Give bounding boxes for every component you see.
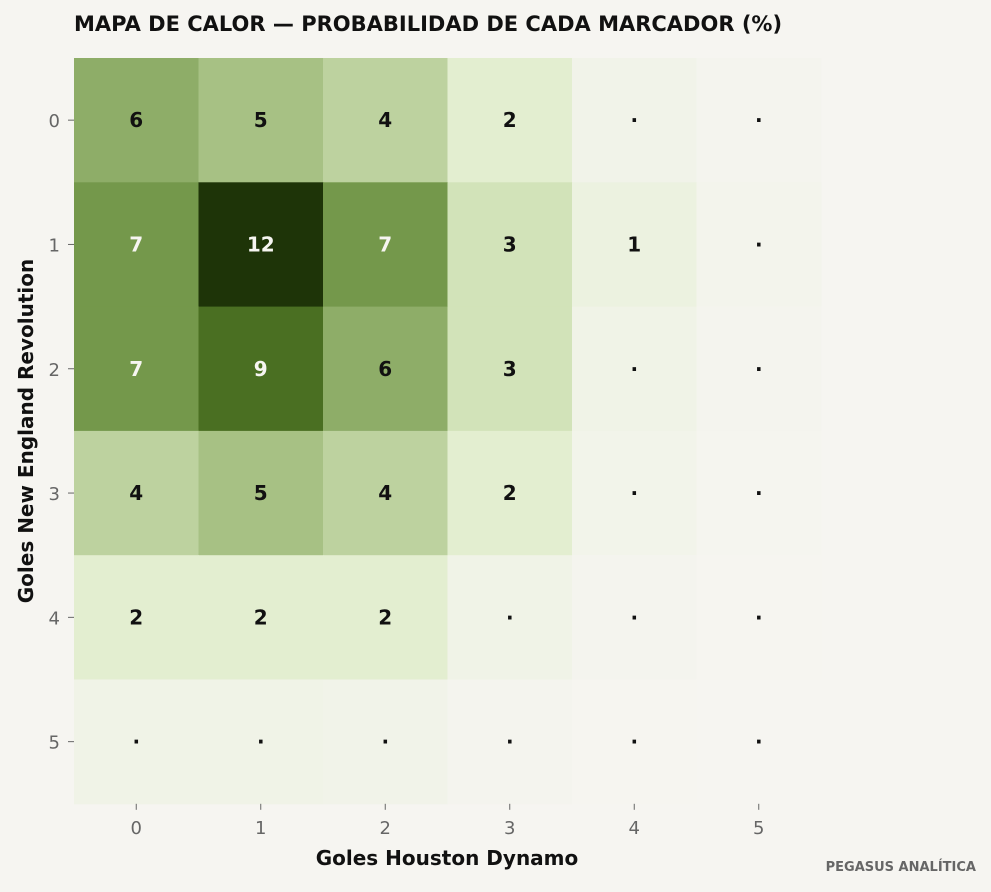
heatmap-cell: [447, 58, 573, 183]
cell-value-label: 1: [627, 232, 641, 256]
cell-value-label: 5: [254, 481, 268, 505]
cell-value-label: ·: [506, 730, 514, 754]
cell-value-label: ·: [630, 481, 638, 505]
heatmap-cell: [74, 679, 199, 805]
heatmap-cell: [572, 679, 697, 805]
y-tick-label: 4: [49, 608, 60, 629]
cell-value-label: ·: [755, 232, 763, 256]
y-tick-label: 5: [49, 733, 60, 754]
heatmap-cell: [447, 182, 573, 308]
heatmap-cell: [572, 306, 697, 432]
cell-value-label: ·: [506, 605, 514, 629]
cell-value-label: 7: [129, 232, 143, 256]
heatmap-cell: [198, 555, 324, 680]
heatmap-cell: [696, 182, 822, 308]
heatmap-cell: [323, 430, 448, 556]
cell-value-label: 2: [503, 481, 517, 505]
watermark: PEGASUS ANALÍTICA: [825, 860, 976, 875]
y-tick-label: 1: [49, 235, 60, 256]
cell-value-label: 6: [129, 108, 143, 132]
x-tick-label: 2: [380, 818, 391, 839]
cell-value-label: 2: [378, 605, 392, 629]
heatmap-cell: [74, 182, 199, 308]
cell-value-label: ·: [257, 730, 265, 754]
heatmap-cell: [572, 58, 697, 183]
chart-title: MAPA DE CALOR — PROBABILIDAD DE CADA MAR…: [74, 12, 783, 36]
heatmap-cell: [323, 58, 448, 183]
heatmap-cell: [696, 679, 822, 805]
cell-value-label: 2: [503, 108, 517, 132]
y-tick-label: 3: [49, 484, 60, 505]
cell-value-label: 4: [378, 481, 392, 505]
heatmap-cell: [74, 306, 199, 432]
x-tick-label: 5: [753, 818, 764, 839]
cell-value-label: 12: [247, 232, 275, 256]
heatmap-cell: [74, 430, 199, 556]
y-tick-label: 0: [49, 111, 60, 132]
cell-value-label: 4: [129, 481, 143, 505]
cell-value-label: ·: [755, 357, 763, 381]
cell-value-label: ·: [755, 481, 763, 505]
cell-value-label: ·: [381, 730, 389, 754]
cell-value-label: 3: [503, 232, 517, 256]
cell-value-label: ·: [630, 605, 638, 629]
x-axis-label: Goles Houston Dynamo: [316, 846, 579, 870]
heatmap-cell: [447, 679, 573, 805]
heatmap-cells: [74, 58, 822, 805]
cell-value-label: 6: [378, 357, 392, 381]
heatmap-cell: [696, 306, 822, 432]
heatmap-cell: [323, 306, 448, 432]
heatmap-cell: [572, 182, 697, 308]
heatmap-cell: [323, 555, 448, 680]
y-tick-label: 2: [49, 360, 60, 381]
heatmap-cell: [323, 182, 448, 308]
heatmap-cell: [323, 679, 448, 805]
cell-value-label: ·: [132, 730, 140, 754]
cell-value-label: ·: [755, 108, 763, 132]
x-tick-label: 0: [131, 818, 142, 839]
cell-value-label: 3: [503, 357, 517, 381]
x-axis-ticks: 0 1 2 3 4 5: [131, 803, 764, 839]
heatmap-cell: [198, 182, 324, 308]
cell-value-label: ·: [630, 357, 638, 381]
heatmap-cell: [198, 306, 324, 432]
y-axis-label: Goles New England Revolution: [14, 259, 38, 604]
heatmap-cell: [198, 58, 324, 183]
heatmap-cell: [696, 555, 822, 680]
heatmap-cell: [572, 555, 697, 680]
cell-value-label: 7: [129, 357, 143, 381]
heatmap-cell: [447, 306, 573, 432]
heatmap-cell: [696, 430, 822, 556]
x-tick-label: 4: [629, 818, 640, 839]
cell-value-label: 2: [129, 605, 143, 629]
heatmap-cell: [696, 58, 822, 183]
cell-value-label: ·: [630, 108, 638, 132]
heatmap-cell: [198, 430, 324, 556]
cell-value-label: ·: [755, 605, 763, 629]
heatmap-cell: [74, 58, 199, 183]
cell-value-label: 9: [254, 357, 268, 381]
heatmap-cell-labels: 6 5 4 2 · · 7 12 7 3 1 · 7 9 6 3 · · 4 5 4 2 · · 2 2 2 · · · · · · · · ·: [129, 108, 762, 754]
cell-value-label: 2: [254, 605, 268, 629]
cell-value-label: ·: [630, 730, 638, 754]
heatmap-cell: [198, 679, 324, 805]
heatmap-cell: [572, 430, 697, 556]
cell-value-label: 7: [378, 232, 392, 256]
heatmap-cell: [447, 555, 573, 680]
y-axis-ticks: 0 1 2 3 4 5: [49, 111, 74, 754]
x-tick-label: 3: [504, 818, 515, 839]
cell-value-label: 5: [254, 108, 268, 132]
heatmap-cell: [447, 430, 573, 556]
cell-value-label: 4: [378, 108, 392, 132]
x-tick-label: 1: [255, 818, 266, 839]
heatmap-cell: [74, 555, 199, 680]
cell-value-label: ·: [755, 730, 763, 754]
